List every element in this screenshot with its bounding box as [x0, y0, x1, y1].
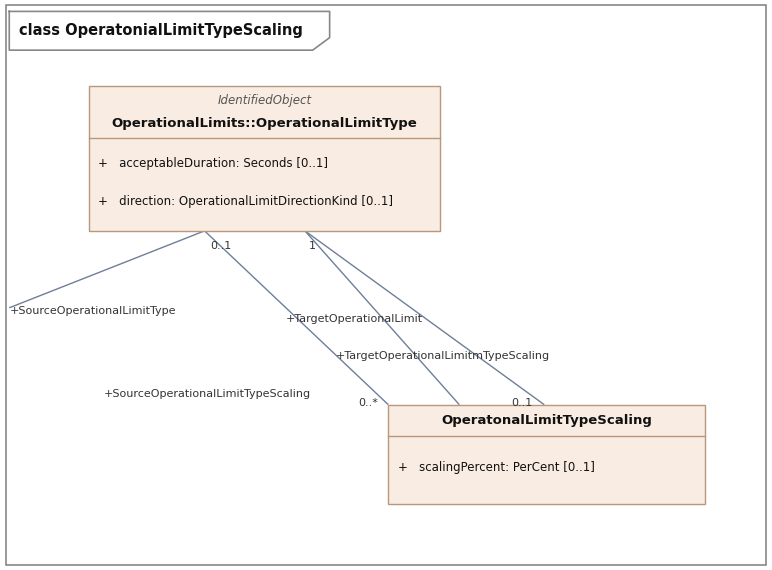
Text: 1: 1 [309, 241, 316, 251]
Text: IdentifiedObject: IdentifiedObject [218, 93, 311, 107]
Text: OperatonalLimitTypeScaling: OperatonalLimitTypeScaling [441, 414, 652, 427]
Text: 0..1: 0..1 [210, 241, 232, 251]
Text: +TargetOperationalLimitmTypeScaling: +TargetOperationalLimitmTypeScaling [336, 351, 550, 361]
Text: 0..1: 0..1 [511, 398, 533, 408]
FancyBboxPatch shape [388, 405, 705, 504]
Text: +SourceOperationalLimitTypeScaling: +SourceOperationalLimitTypeScaling [104, 389, 311, 400]
Text: +   direction: OperationalLimitDirectionKind [0..1]: + direction: OperationalLimitDirectionKi… [98, 196, 393, 208]
FancyBboxPatch shape [6, 5, 766, 565]
Text: 0..*: 0..* [358, 398, 378, 408]
Text: class OperatonialLimitTypeScaling: class OperatonialLimitTypeScaling [19, 23, 303, 38]
Text: +TargetOperationalLimit: +TargetOperationalLimit [286, 314, 423, 324]
Text: +   acceptableDuration: Seconds [0..1]: + acceptableDuration: Seconds [0..1] [98, 157, 328, 170]
FancyBboxPatch shape [89, 86, 440, 231]
Text: OperationalLimits::OperationalLimitType: OperationalLimits::OperationalLimitType [111, 117, 418, 130]
Polygon shape [9, 11, 330, 50]
Text: +   scalingPercent: PerCent [0..1]: + scalingPercent: PerCent [0..1] [398, 461, 594, 474]
Text: +SourceOperationalLimitType: +SourceOperationalLimitType [10, 306, 177, 316]
